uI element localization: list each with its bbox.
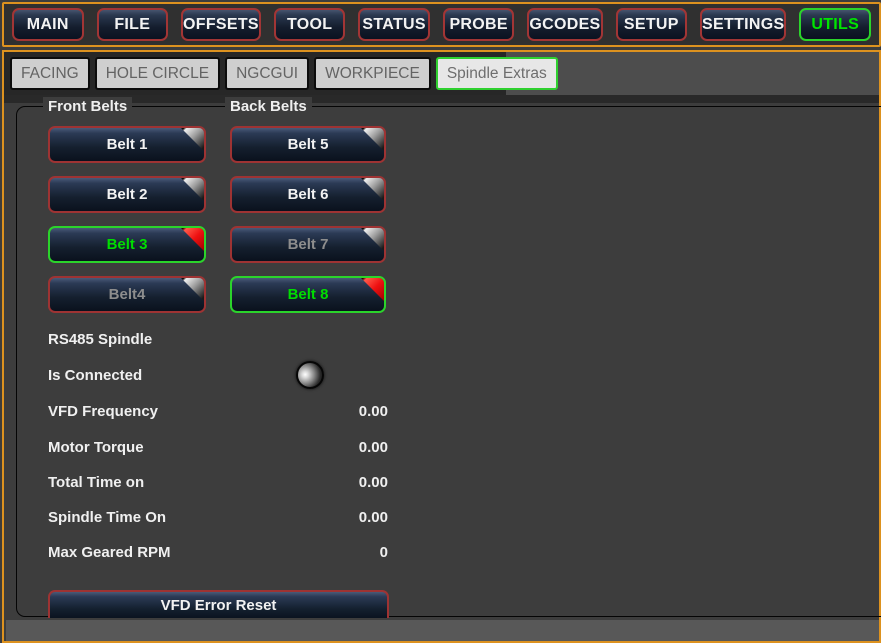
rs485-section-title-row: RS485 Spindle: [48, 321, 388, 357]
vfd-frequency-value: 0.00: [358, 402, 388, 420]
belt-state-corner-icon: [360, 178, 384, 202]
tab-pane-separator: [4, 95, 879, 103]
tab-ngcgui[interactable]: NGCGUI: [225, 57, 310, 90]
motor-torque-value: 0.00: [358, 438, 388, 456]
belt-state-corner-icon: [180, 128, 204, 152]
menu-button-file[interactable]: FILE: [96, 8, 168, 41]
total-time-on-value: 0.00: [358, 473, 388, 491]
belt-state-corner-icon: [180, 178, 204, 202]
belt-state-corner-icon: [360, 128, 384, 152]
is-connected-row: Is Connected: [48, 357, 388, 393]
menu-button-tool[interactable]: TOOL: [273, 8, 346, 41]
spindle-time-on-value: 0.00: [358, 508, 388, 526]
vfd-error-reset-button[interactable]: VFD Error Reset: [48, 590, 389, 618]
menu-button-main[interactable]: MAIN: [12, 8, 84, 41]
belt-4-button[interactable]: Belt4: [48, 276, 206, 313]
tab-hole-circle[interactable]: HOLE CIRCLE: [94, 57, 221, 90]
tab-spindle-extras[interactable]: Spindle Extras: [435, 57, 558, 90]
belt-state-corner-icon: [360, 228, 384, 252]
utils-page-frame: FACING HOLE CIRCLE NGCGUI WORKPIECE Spin…: [2, 50, 881, 643]
belts-groupbox: Front Belts Back Belts Belt 1 Belt 2 Bel…: [16, 97, 881, 618]
belt-5-label: Belt 5: [287, 136, 329, 153]
belt-8-button[interactable]: Belt 8: [230, 276, 386, 313]
spindle-extras-pane: Front Belts Back Belts Belt 1 Belt 2 Bel…: [4, 97, 881, 641]
belt-3-button[interactable]: Belt 3: [48, 226, 206, 263]
belt-1-button[interactable]: Belt 1: [48, 126, 206, 163]
utils-tab-row: FACING HOLE CIRCLE NGCGUI WORKPIECE Spin…: [4, 52, 879, 95]
belt-2-label: Belt 2: [106, 186, 148, 203]
max-geared-rpm-row: Max Geared RPM 0: [48, 534, 388, 570]
belt-1-label: Belt 1: [106, 136, 148, 153]
belt-state-corner-icon: [180, 228, 204, 252]
belt-4-label: Belt4: [108, 286, 146, 303]
belt-6-button[interactable]: Belt 6: [230, 176, 386, 213]
belt-state-corner-icon: [180, 278, 204, 302]
belt-6-label: Belt 6: [287, 186, 329, 203]
menu-button-setup[interactable]: SETUP: [615, 8, 688, 41]
bottom-widget-strip: [6, 620, 879, 641]
vfd-frequency-row: VFD Frequency 0.00: [48, 393, 388, 429]
motor-torque-row: Motor Torque 0.00: [48, 429, 388, 465]
max-geared-rpm-label: Max Geared RPM: [48, 543, 171, 561]
total-time-on-label: Total Time on: [48, 473, 145, 491]
front-belts-title: Front Belts: [43, 97, 133, 116]
utils-tab-bar: FACING HOLE CIRCLE NGCGUI WORKPIECE Spin…: [4, 52, 558, 95]
belt-7-label: Belt 7: [287, 236, 329, 253]
belt-state-corner-icon: [360, 278, 384, 302]
menu-button-probe[interactable]: PROBE: [442, 8, 515, 41]
belt-3-label: Belt 3: [106, 236, 148, 253]
belt-8-label: Belt 8: [287, 286, 329, 303]
tab-workpiece[interactable]: WORKPIECE: [314, 57, 431, 90]
motor-torque-label: Motor Torque: [48, 438, 144, 456]
belt-7-button[interactable]: Belt 7: [230, 226, 386, 263]
top-menu-bar: MAIN FILE OFFSETS TOOL STATUS PROBE GCOD…: [2, 2, 881, 47]
menu-button-utils[interactable]: UTILS: [799, 8, 871, 41]
rs485-spindle-title: RS485 Spindle: [48, 330, 153, 348]
is-connected-label: Is Connected: [48, 366, 143, 384]
max-geared-rpm-value: 0: [379, 543, 388, 561]
menu-button-offsets[interactable]: OFFSETS: [181, 8, 261, 41]
tab-facing[interactable]: FACING: [10, 57, 90, 90]
connection-led-indicator-icon: [296, 361, 324, 389]
belt-2-button[interactable]: Belt 2: [48, 176, 206, 213]
vfd-frequency-label: VFD Frequency: [48, 402, 159, 420]
belt-5-button[interactable]: Belt 5: [230, 126, 386, 163]
total-time-on-row: Total Time on 0.00: [48, 464, 388, 500]
menu-button-status[interactable]: STATUS: [358, 8, 430, 41]
spindle-time-on-label: Spindle Time On: [48, 508, 167, 526]
back-belts-title: Back Belts: [225, 97, 312, 116]
spindle-time-on-row: Spindle Time On 0.00: [48, 499, 388, 535]
menu-button-settings[interactable]: SETTINGS: [700, 8, 787, 41]
menu-button-gcodes[interactable]: GCODES: [527, 8, 603, 41]
